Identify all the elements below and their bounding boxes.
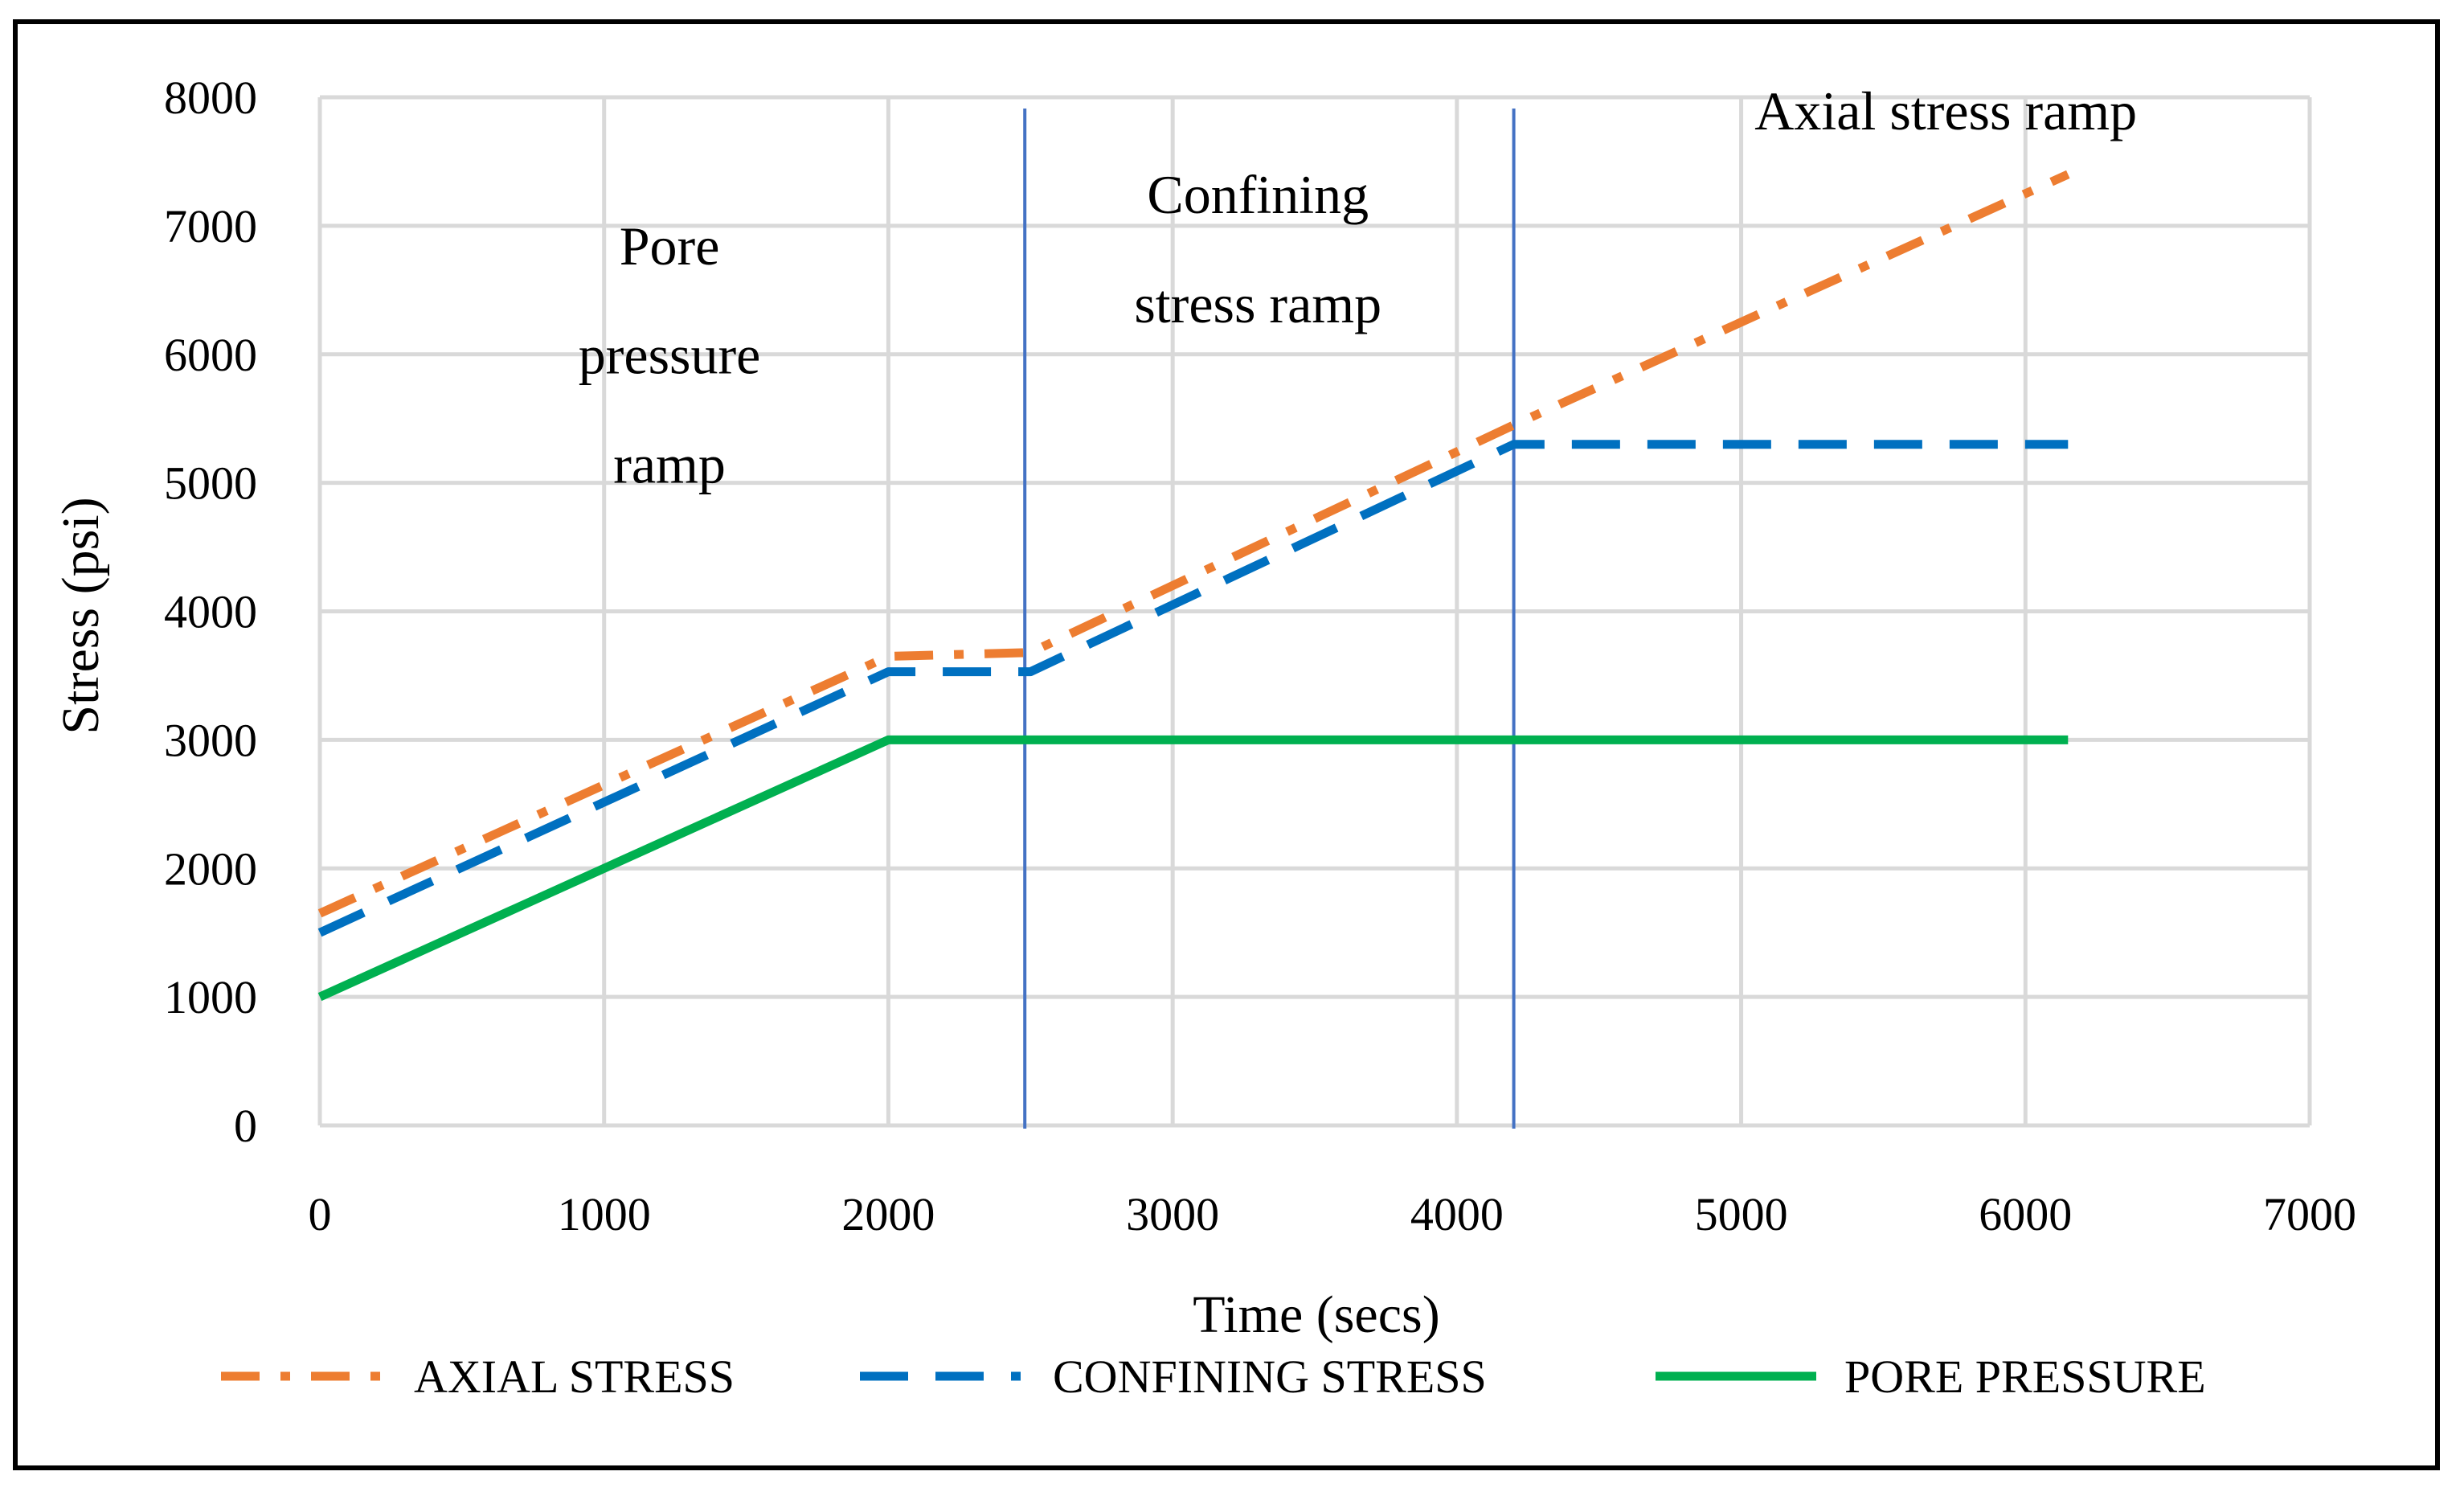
annotation-text: Pore: [620, 215, 720, 277]
x-tick-label: 5000: [1695, 1188, 1788, 1240]
y-tick-label: 1000: [164, 971, 257, 1023]
legend-label: PORE PRESSURE: [1844, 1350, 2206, 1403]
annotation-text: Axial stress ramp: [1754, 80, 2137, 141]
y-tick-label: 6000: [164, 329, 257, 381]
y-tick-label: 0: [234, 1100, 257, 1152]
gridlines: [317, 95, 2312, 1128]
data-series: [317, 170, 2070, 1002]
x-tick-label: 6000: [1979, 1188, 2072, 1240]
annotation-text: ramp: [613, 434, 726, 495]
y-tick-label: 3000: [164, 714, 257, 766]
annotation-text: stress ramp: [1134, 273, 1381, 334]
y-tick-label: 2000: [164, 842, 257, 895]
x-tick-label: 7000: [2263, 1188, 2356, 1240]
y-axis-title: Stress (psi): [51, 497, 110, 734]
chart-frame: [13, 19, 2440, 1470]
legend-label: CONFINING STRESS: [1053, 1350, 1487, 1403]
annotation-text: pressure: [579, 325, 761, 386]
series-line-axial-stress: [317, 170, 2070, 918]
x-axis-ticks: 0 1000 2000 3000 4000 5000 6000 7000: [309, 1188, 2357, 1240]
annotation-text: Confining: [1147, 164, 1369, 225]
annotations: Pore pressure ramp Confining stress ramp Axia…: [579, 80, 2137, 495]
y-tick-label: 5000: [164, 457, 257, 510]
x-tick-label: 2000: [841, 1188, 935, 1240]
legend: AXIAL STRESS CONFINING STRESS PORE PRESSUR…: [221, 1350, 2206, 1403]
y-tick-label: 4000: [164, 586, 257, 638]
phase-markers: [1023, 109, 1516, 1129]
x-tick-label: 3000: [1126, 1188, 1219, 1240]
legend-label: AXIAL STRESS: [414, 1350, 735, 1403]
y-tick-label: 8000: [164, 72, 257, 124]
y-axis-ticks: 0 1000 2000 3000 4000 5000 6000 7000 8000: [164, 72, 257, 1152]
x-tick-label: 1000: [558, 1188, 651, 1240]
series-line-confining-stress: [317, 440, 2069, 937]
x-tick-label: 4000: [1410, 1188, 1504, 1240]
y-tick-label: 7000: [164, 200, 257, 252]
x-axis-title: Time (secs): [1193, 1285, 1439, 1344]
series-line-pore-pressure: [317, 735, 2069, 1002]
x-tick-label: 0: [309, 1188, 332, 1240]
